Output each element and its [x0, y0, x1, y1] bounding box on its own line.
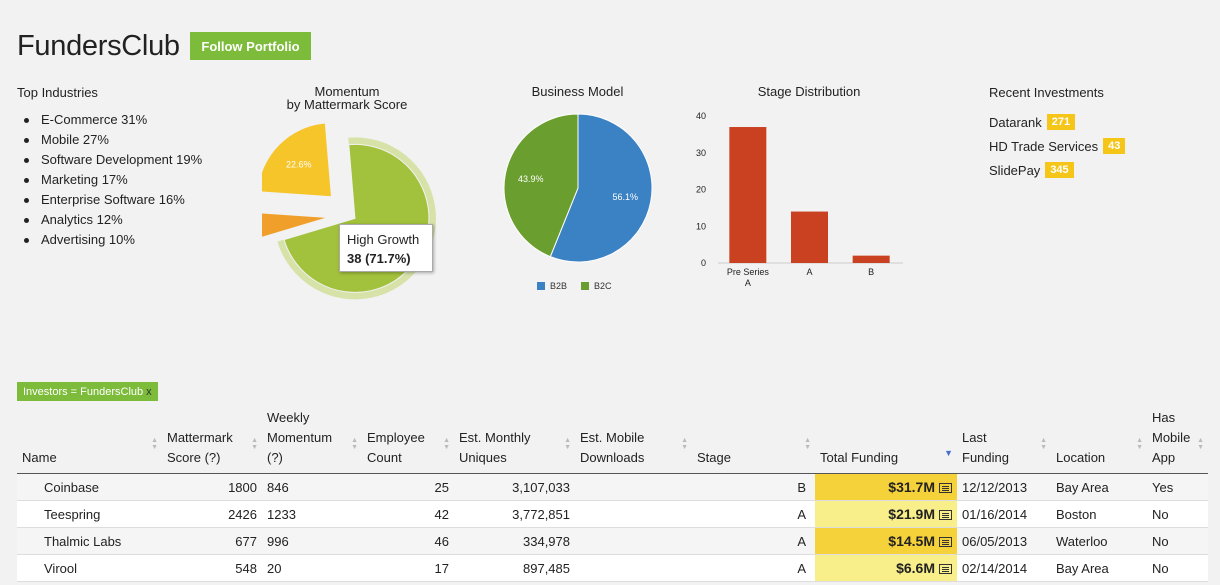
- list-item: Software Development 19%: [24, 150, 202, 170]
- column-header-mobile-app[interactable]: Has Mobile App ▲ ▼: [1147, 408, 1208, 474]
- pie-slice: [262, 212, 329, 238]
- sort-icon: ▲ ▼: [151, 437, 158, 451]
- funding-details-icon[interactable]: [939, 510, 952, 520]
- sort-icon: ▲ ▼: [351, 437, 358, 451]
- bullet-icon: [24, 197, 29, 203]
- business-model-pie-chart: 56.1% 43.9%: [503, 113, 653, 263]
- list-item: Marketing 17%: [24, 170, 202, 190]
- industries-list: E-Commerce 31% Mobile 27% Software Devel…: [24, 110, 202, 250]
- list-item: Enterprise Software 16%: [24, 190, 202, 210]
- recent-investments-title: Recent Investments: [989, 85, 1104, 100]
- table-row[interactable]: Virool 548 20 17 897,485 A $6.6M 02/14/2…: [17, 554, 1208, 582]
- table-row[interactable]: Thalmic Labs 677 996 46 334,978 A $14.5M…: [17, 527, 1208, 555]
- bullet-icon: [24, 157, 29, 163]
- recent-investments-list: Datarank 271 HD Trade Services 43 SlidePay…: [989, 110, 1126, 182]
- sort-icon: ▲ ▼: [1197, 437, 1204, 451]
- sort-icon: ▲ ▼: [1136, 437, 1143, 451]
- list-item: Mobile 27%: [24, 130, 202, 150]
- sort-icon: ▲ ▼: [681, 437, 688, 451]
- x-tick-label: Pre Series: [727, 267, 770, 277]
- table-row[interactable]: Coinbase 1800 846 25 3,107,033 B $31.7M …: [17, 473, 1208, 501]
- x-tick-label: A: [806, 267, 812, 277]
- column-header-score[interactable]: Mattermark Score (?) ▲ ▼: [162, 408, 262, 474]
- list-item: Advertising 10%: [24, 230, 202, 250]
- table-header-row: Name ▲ ▼ Mattermark Score (?) ▲ ▼ Weekly Momen…: [17, 408, 1208, 474]
- company-name-link[interactable]: Coinbase: [17, 473, 162, 501]
- companies-table: Name ▲ ▼ Mattermark Score (?) ▲ ▼ Weekly Momen…: [17, 408, 1208, 582]
- x-tick-label: B: [868, 267, 874, 277]
- bullet-icon: [24, 217, 29, 223]
- column-header-weekly-momentum[interactable]: Weekly Momentum (?) ▲ ▼: [262, 408, 362, 474]
- column-header-stage[interactable]: Stage ▲ ▼: [692, 408, 815, 474]
- pie-label: 22.6%: [286, 160, 312, 170]
- y-tick-label: 20: [696, 185, 706, 195]
- legend-item-b2b[interactable]: B2B: [537, 281, 567, 291]
- chart-tooltip: High Growth 38 (71.7%): [339, 224, 433, 272]
- x-tick-label: A: [745, 278, 751, 288]
- y-tick-label: 30: [696, 148, 706, 158]
- funding-cell[interactable]: $31.7M: [815, 473, 957, 501]
- list-item: Analytics 12%: [24, 210, 202, 230]
- column-header-mobile-downloads[interactable]: Est. Mobile Downloads ▲ ▼: [575, 408, 692, 474]
- bullet-icon: [24, 237, 29, 243]
- company-name-link[interactable]: Teespring: [17, 500, 162, 528]
- bar: [729, 127, 767, 264]
- column-header-monthly-uniques[interactable]: Est. Monthly Uniques ▲ ▼: [454, 408, 575, 474]
- sort-icon: ▲ ▼: [1040, 437, 1047, 451]
- sort-icon: ▲ ▼: [443, 437, 450, 451]
- bar: [852, 255, 890, 263]
- pie-label: 56.1%: [612, 192, 638, 202]
- page-title: FundersClub: [17, 30, 180, 62]
- bar: [791, 211, 828, 263]
- sort-icon: ▲ ▼: [251, 437, 258, 451]
- y-tick-label: 0: [701, 258, 706, 268]
- legend-item-b2c[interactable]: B2C: [581, 281, 612, 291]
- score-badge: 271: [1046, 114, 1076, 130]
- column-header-employee-count[interactable]: Employee Count ▲ ▼: [362, 408, 454, 474]
- stage-distribution-title: Stage Distribution: [757, 84, 861, 99]
- sort-icon: ▲ ▼: [564, 437, 571, 451]
- legend-swatch: [537, 282, 545, 290]
- business-model-legend: B2B B2C: [537, 281, 612, 291]
- funding-details-icon[interactable]: [939, 537, 952, 547]
- bullet-icon: [24, 117, 29, 123]
- funding-cell[interactable]: $14.5M: [815, 527, 957, 555]
- column-header-last-funding[interactable]: Last Funding ▲ ▼: [957, 408, 1051, 474]
- funding-details-icon[interactable]: [939, 564, 952, 574]
- funding-details-icon[interactable]: [939, 483, 952, 493]
- pie-slice: [503, 113, 579, 258]
- recent-investment-item[interactable]: HD Trade Services 43: [989, 134, 1126, 158]
- top-industries-title: Top Industries: [17, 85, 98, 100]
- follow-portfolio-button[interactable]: Follow Portfolio: [190, 32, 311, 60]
- pie-slice: [549, 113, 653, 263]
- company-name-link[interactable]: Virool: [17, 554, 162, 582]
- bullet-icon: [24, 137, 29, 143]
- column-header-name[interactable]: Name ▲ ▼: [17, 408, 162, 474]
- bullet-icon: [24, 177, 29, 183]
- legend-swatch: [581, 282, 590, 290]
- column-header-total-funding[interactable]: Total Funding ▼: [815, 408, 957, 474]
- y-tick-label: 40: [696, 111, 706, 121]
- recent-investment-item[interactable]: SlidePay 345: [989, 158, 1125, 182]
- company-name-link[interactable]: Thalmic Labs: [17, 527, 162, 555]
- sort-descending-icon: ▼: [944, 448, 953, 458]
- y-tick-label: 10: [696, 221, 706, 231]
- momentum-chart-title: Momentum by Mattermark Score: [286, 84, 408, 112]
- table-row[interactable]: Teespring 2426 1233 42 3,772,851 A $21.9…: [17, 500, 1208, 528]
- funding-cell[interactable]: $6.6M: [815, 554, 957, 582]
- list-item: E-Commerce 31%: [24, 110, 202, 130]
- business-model-title: Business Model: [531, 84, 624, 99]
- filter-tag: Investors = FundersClub x: [17, 382, 158, 401]
- score-badge: 345: [1045, 162, 1074, 178]
- pie-slice: [262, 122, 333, 198]
- remove-filter-button[interactable]: x: [146, 385, 152, 398]
- pie-label: 43.9%: [518, 174, 544, 184]
- sort-icon: ▲ ▼: [804, 437, 811, 451]
- column-header-location[interactable]: Location ▲ ▼: [1051, 408, 1147, 474]
- momentum-pie-chart: 22.6%: [262, 122, 436, 300]
- funding-cell[interactable]: $21.9M: [815, 500, 957, 528]
- score-badge: 43: [1103, 138, 1126, 154]
- recent-investment-item[interactable]: Datarank 271: [989, 110, 1125, 134]
